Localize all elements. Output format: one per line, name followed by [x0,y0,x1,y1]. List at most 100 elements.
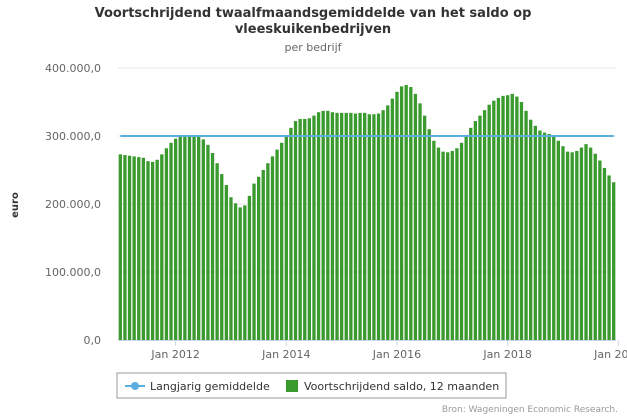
bar[interactable] [293,121,298,340]
bar[interactable] [436,147,441,340]
bar[interactable] [210,153,215,340]
bar[interactable] [446,152,450,340]
bar[interactable] [575,150,579,340]
bar[interactable] [150,161,155,340]
bar[interactable] [229,197,233,340]
bar[interactable] [137,157,141,340]
bar[interactable] [289,127,293,340]
bar[interactable] [409,87,413,340]
bar[interactable] [570,152,574,340]
legend-item-saldo[interactable]: Voortschrijdend saldo, 12 maanden [286,380,499,393]
bar[interactable] [367,114,371,341]
bar[interactable] [233,203,238,340]
bar[interactable] [469,127,473,340]
bar[interactable] [330,112,335,340]
bar[interactable] [155,159,159,340]
bar[interactable] [224,184,229,340]
bar[interactable] [132,156,136,340]
bar[interactable] [280,142,284,340]
bar[interactable] [529,119,533,341]
bar[interactable] [192,136,196,340]
bar[interactable] [473,121,478,340]
bar[interactable] [266,163,270,340]
bar[interactable] [243,205,247,340]
bar[interactable] [579,147,584,340]
bar[interactable] [584,144,588,340]
bar[interactable] [372,114,376,341]
bar[interactable] [492,100,496,340]
bar[interactable] [252,183,256,340]
bar[interactable] [220,174,224,340]
bar[interactable] [386,105,390,341]
bar[interactable] [247,195,252,340]
bar[interactable] [187,136,192,340]
bar[interactable] [169,142,173,340]
bar[interactable] [173,138,178,340]
bar[interactable] [519,102,524,340]
bar[interactable] [349,112,353,340]
bar[interactable] [510,93,514,340]
bar[interactable] [427,129,431,340]
bar[interactable] [275,149,279,340]
bar[interactable] [418,103,422,340]
bar[interactable] [524,110,528,340]
bar[interactable] [455,148,459,340]
bar[interactable] [307,118,312,340]
bar[interactable] [607,175,611,340]
bar[interactable] [215,163,219,340]
bar[interactable] [538,130,542,340]
bar[interactable] [363,112,367,340]
bar[interactable] [118,154,122,340]
bar[interactable] [593,153,597,340]
bar[interactable] [598,160,602,340]
bar[interactable] [381,110,385,340]
bar[interactable] [547,133,551,340]
bar[interactable] [561,146,565,340]
bar[interactable] [123,155,127,340]
bar[interactable] [178,136,182,340]
bar[interactable] [183,136,187,340]
bar[interactable] [556,140,561,340]
bar[interactable] [335,112,339,340]
bar[interactable] [464,136,468,340]
bar[interactable] [404,85,408,340]
bar[interactable] [515,96,519,340]
bar[interactable] [565,151,570,340]
bar[interactable] [141,157,146,340]
bar[interactable] [602,167,607,340]
bar[interactable] [316,112,321,340]
bar[interactable] [284,136,288,340]
bar[interactable] [353,113,358,340]
bar[interactable] [326,110,330,340]
bar[interactable] [146,161,150,340]
bar[interactable] [298,119,302,340]
bar[interactable] [487,104,491,340]
bar[interactable] [505,95,510,340]
bar[interactable] [160,154,164,340]
bar[interactable] [441,151,445,340]
bar[interactable] [164,148,169,340]
bar[interactable] [376,113,381,340]
bar[interactable] [261,170,265,340]
bar[interactable] [459,142,464,340]
bar[interactable] [432,140,436,340]
bar[interactable] [358,112,362,340]
bar[interactable] [496,97,501,340]
bar[interactable] [339,112,344,340]
bar[interactable] [588,147,593,340]
bar[interactable] [238,207,242,340]
bar[interactable] [450,150,454,340]
bar[interactable] [127,155,132,340]
bar[interactable] [321,110,325,340]
bar[interactable] [206,144,210,340]
bar[interactable] [270,156,275,340]
bar[interactable] [399,86,404,340]
bar[interactable] [303,119,307,340]
bar[interactable] [552,136,556,340]
bar[interactable] [422,115,427,340]
bar[interactable] [256,176,261,340]
bar[interactable] [390,98,395,340]
bar[interactable] [478,115,482,340]
bar[interactable] [344,112,348,340]
legend-item-average[interactable]: Langjarig gemiddelde [125,380,270,393]
